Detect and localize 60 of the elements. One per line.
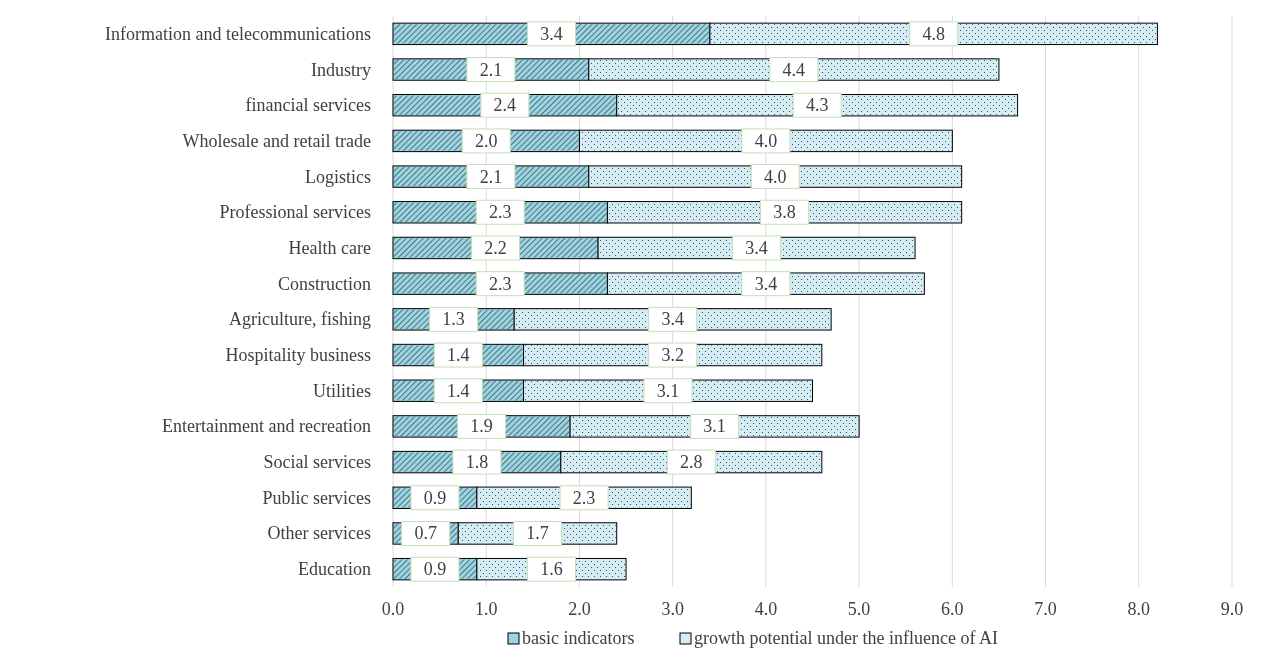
data-label: 3.4 xyxy=(745,237,768,258)
y-tick-label: Construction xyxy=(278,273,371,294)
data-label: 1.4 xyxy=(447,345,470,366)
y-tick-label: Agriculture, fishing xyxy=(229,309,371,330)
y-tick-label: Education xyxy=(298,559,371,580)
data-label: 2.3 xyxy=(572,487,596,508)
y-tick-label: Health care xyxy=(288,237,371,258)
x-tick-label: 0.0 xyxy=(381,599,405,619)
x-tick-label: 1.0 xyxy=(474,599,498,619)
x-tick-label: 9.0 xyxy=(1220,599,1244,619)
y-tick-label: financial services xyxy=(245,95,371,116)
y-tick-label: Professional services xyxy=(219,202,371,223)
data-label: 4.4 xyxy=(782,59,806,80)
data-label: 2.3 xyxy=(488,202,512,223)
data-label: 1.8 xyxy=(465,452,489,473)
y-tick-label: Hospitality business xyxy=(225,345,371,366)
x-tick-label: 8.0 xyxy=(1127,599,1151,619)
data-label: 3.1 xyxy=(703,416,726,437)
data-label: 0.7 xyxy=(414,523,437,544)
y-tick-label: Utilities xyxy=(313,380,371,401)
y-tick-label: Industry xyxy=(311,59,371,80)
data-label: 3.4 xyxy=(540,23,563,44)
y-tick-label: Public services xyxy=(262,487,371,508)
data-label: 3.1 xyxy=(656,380,680,401)
data-label: 0.9 xyxy=(423,487,447,508)
data-label: 3.8 xyxy=(773,202,796,223)
y-tick-label: Logistics xyxy=(305,166,371,187)
data-label: 2.0 xyxy=(474,130,498,151)
x-tick-label: 5.0 xyxy=(847,599,871,619)
data-label: 2.1 xyxy=(479,166,503,187)
data-label: 4.3 xyxy=(805,95,829,116)
data-label: 2.3 xyxy=(488,273,512,294)
data-label: 4.0 xyxy=(763,166,787,187)
y-tick-label: Information and telecommunications xyxy=(105,23,371,44)
data-label: 0.9 xyxy=(423,559,447,580)
legend-label: basic indicators xyxy=(522,628,635,648)
data-label: 3.4 xyxy=(754,273,778,294)
y-tick-label: Social services xyxy=(263,452,371,473)
data-label: 1.4 xyxy=(447,380,470,401)
data-label: 1.9 xyxy=(470,416,493,437)
data-label: 4.0 xyxy=(754,130,778,151)
x-tick-label: 7.0 xyxy=(1034,599,1057,619)
data-label: 1.3 xyxy=(442,309,465,330)
data-label: 2.2 xyxy=(484,237,507,258)
y-tick-label: Other services xyxy=(267,523,371,544)
data-label: 3.4 xyxy=(661,309,684,330)
x-tick-label: 3.0 xyxy=(661,599,684,619)
x-tick-label: 4.0 xyxy=(754,599,778,619)
y-tick-label: Entertainment and recreation xyxy=(162,416,371,437)
legend-label: growth potential under the influence of AI xyxy=(694,628,998,648)
data-label: 2.4 xyxy=(493,95,517,116)
data-label: 1.7 xyxy=(526,523,549,544)
y-tick-label: Wholesale and retail trade xyxy=(182,130,372,151)
x-tick-label: 2.0 xyxy=(568,599,591,619)
x-tick-label: 6.0 xyxy=(941,599,964,619)
data-label: 3.2 xyxy=(661,345,684,366)
data-label: 1.6 xyxy=(540,559,563,580)
data-label: 4.8 xyxy=(922,23,945,44)
data-label: 2.1 xyxy=(479,59,503,80)
data-label: 2.8 xyxy=(680,452,703,473)
